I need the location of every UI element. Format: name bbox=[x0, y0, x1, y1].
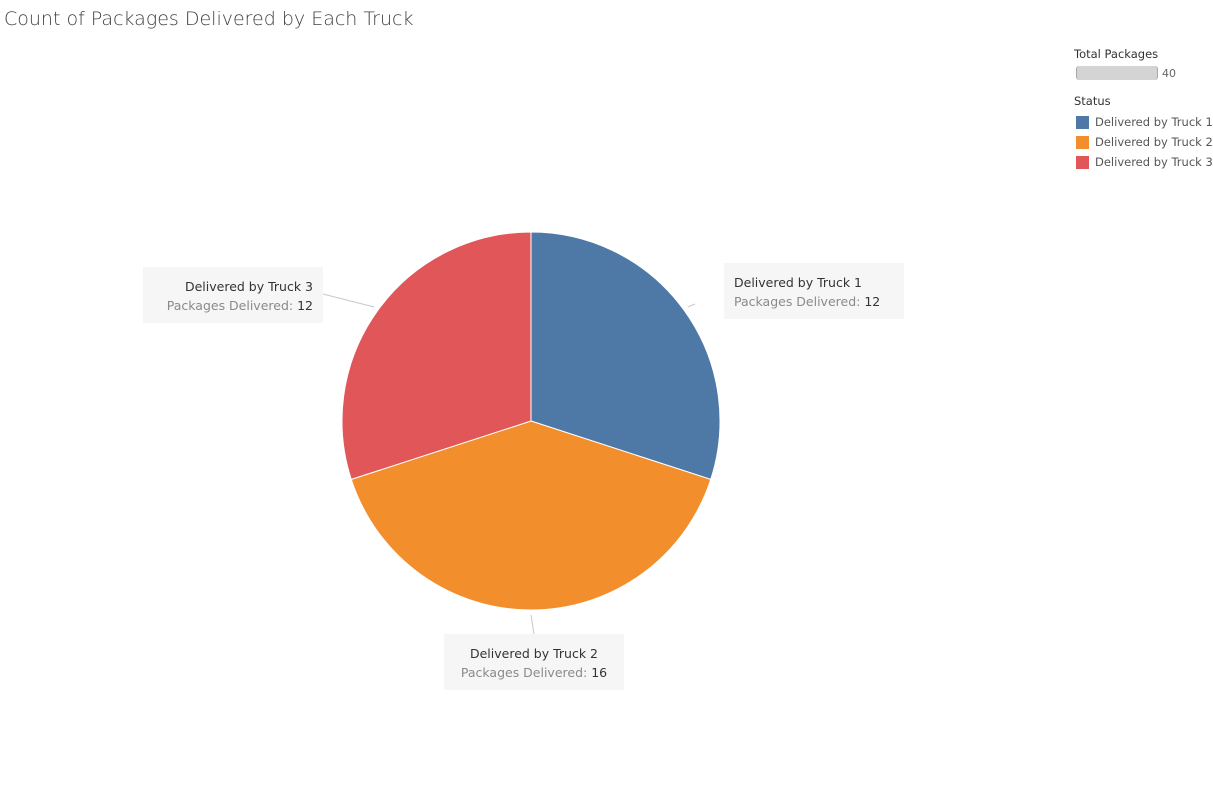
legend-swatch bbox=[1076, 135, 1089, 149]
size-legend-heading: Total Packages bbox=[1074, 47, 1159, 61]
slice-label-metric: Packages Delivered: 12 bbox=[153, 296, 313, 315]
pie-slice-truck-2[interactable] bbox=[350, 420, 712, 611]
color-legend-heading: Status bbox=[1074, 94, 1111, 108]
chart-title: Count of Packages Delivered by Each Truc… bbox=[4, 8, 414, 30]
leader-line-truck-1 bbox=[687, 303, 696, 308]
slice-label-metric: Packages Delivered: 16 bbox=[454, 663, 614, 682]
size-legend-value: 40 bbox=[1162, 67, 1176, 80]
legend-panel: Total Packages 40 Status Delivered by Tr… bbox=[1074, 47, 1213, 172]
slice-label-title: Delivered by Truck 1 bbox=[734, 275, 863, 290]
pie-slice-truck-3[interactable] bbox=[341, 231, 532, 481]
slice-label-metric: Packages Delivered: 12 bbox=[734, 292, 894, 311]
metric-label: Packages Delivered: bbox=[460, 665, 588, 680]
legend-item-truck-2[interactable]: Delivered by Truck 2 bbox=[1074, 132, 1213, 152]
metric-label: Packages Delivered: bbox=[734, 294, 861, 309]
slice-label-truck-3: Delivered by Truck 3 Packages Delivered:… bbox=[143, 267, 323, 323]
leader-line-truck-2 bbox=[530, 614, 535, 635]
slice-value: 12 bbox=[864, 294, 881, 309]
legend-item-truck-3[interactable]: Delivered by Truck 3 bbox=[1074, 152, 1213, 172]
legend-item-label: Delivered by Truck 3 bbox=[1095, 155, 1213, 169]
slice-value: 12 bbox=[297, 298, 313, 313]
color-legend: Delivered by Truck 1 Delivered by Truck … bbox=[1074, 112, 1213, 172]
legend-swatch bbox=[1076, 115, 1089, 129]
slice-value: 16 bbox=[591, 665, 608, 680]
size-legend: 40 bbox=[1074, 64, 1213, 82]
legend-item-label: Delivered by Truck 1 bbox=[1095, 115, 1213, 129]
pie-slice-truck-1[interactable] bbox=[530, 231, 721, 481]
legend-swatch bbox=[1076, 155, 1089, 169]
slice-label-truck-1: Delivered by Truck 1 Packages Delivered:… bbox=[724, 263, 904, 319]
metric-label: Packages Delivered: bbox=[166, 298, 294, 313]
leader-line-truck-3 bbox=[322, 293, 375, 308]
legend-item-label: Delivered by Truck 2 bbox=[1095, 135, 1213, 149]
legend-item-truck-1[interactable]: Delivered by Truck 1 bbox=[1074, 112, 1213, 132]
slice-label-truck-2: Delivered by Truck 2 Packages Delivered:… bbox=[444, 634, 624, 690]
slice-label-title: Delivered by Truck 2 bbox=[469, 646, 598, 661]
size-legend-bar bbox=[1076, 66, 1158, 80]
slice-label-title: Delivered by Truck 3 bbox=[184, 279, 313, 294]
